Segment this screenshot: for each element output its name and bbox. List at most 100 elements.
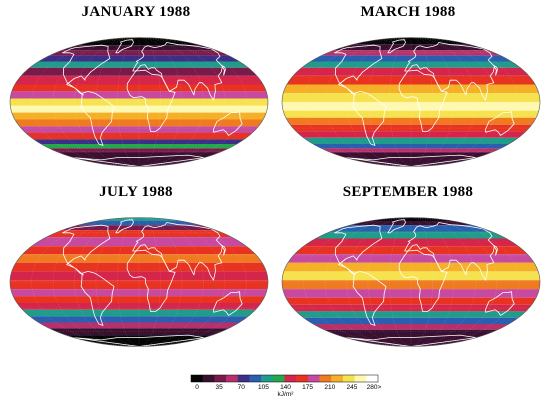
radiation-band <box>22 309 256 317</box>
map-border <box>281 217 541 347</box>
radiation-band <box>11 112 267 120</box>
radiation-band <box>315 231 507 239</box>
legend-tick-label: 245 <box>346 384 357 391</box>
radiation-band <box>285 117 537 125</box>
radiation-band <box>283 262 539 272</box>
color-scale-legend: 0 35 70 105 140 175 210 245 280> kJ/m² <box>190 374 381 398</box>
radiation-band <box>10 280 268 290</box>
mollweide-map-january <box>9 37 269 167</box>
legend-swatch <box>191 375 203 382</box>
radiation-band <box>301 61 521 68</box>
radiation-band <box>15 254 263 263</box>
radiation-band <box>65 335 213 347</box>
radiation-band <box>321 50 501 56</box>
legend-swatch <box>237 375 250 382</box>
map-title-january: JANUARY 1988 <box>81 4 191 20</box>
radiation-band <box>25 133 253 140</box>
legend-tick-label: 35 <box>215 384 223 391</box>
radiation-band <box>10 289 268 297</box>
mollweide-map-september <box>281 217 541 347</box>
radiation-band <box>294 246 528 255</box>
map-title-march: MARCH 1988 <box>360 4 456 20</box>
radiation-band <box>49 148 229 153</box>
legend-swatch <box>261 375 274 382</box>
radiation-band <box>11 262 267 272</box>
graticule <box>10 37 268 167</box>
radiation-band <box>38 55 240 62</box>
radiation-band <box>41 144 237 149</box>
radiation-band <box>287 254 535 263</box>
legend-swatch <box>214 375 227 382</box>
radiation-band <box>290 124 532 132</box>
radiation-band <box>14 119 264 127</box>
radiation-band <box>303 238 519 247</box>
radiation-band <box>313 144 509 149</box>
legend-tick-label: 175 <box>302 384 313 391</box>
legend-tick-label: 70 <box>238 384 246 391</box>
legend-swatch <box>366 375 379 382</box>
radiation-band <box>296 311 526 318</box>
radiation-band <box>324 329 498 347</box>
map-panel-march: MARCH 1988 <box>272 0 544 185</box>
map-panel-september: SEPTEMBER 1988 <box>272 180 544 365</box>
radiation-band <box>10 271 268 281</box>
radiation-band <box>303 137 519 144</box>
radiation-band <box>334 44 488 51</box>
radiation-band <box>290 304 532 312</box>
legend-swatch <box>249 375 262 382</box>
map-border <box>9 37 269 167</box>
radiation-band <box>17 303 261 310</box>
legend-tick-label: 210 <box>324 384 335 391</box>
radiation-band <box>282 280 540 290</box>
radiation-band <box>282 289 540 298</box>
radiation-band <box>349 221 473 226</box>
legend-unit-label: kJ/m² <box>278 391 295 398</box>
graticule <box>282 217 540 347</box>
radiation-band <box>62 45 216 51</box>
map-border <box>9 217 269 347</box>
map-title-september: SEPTEMBER 1988 <box>342 184 474 200</box>
radiation-band <box>10 91 268 99</box>
legend-swatch <box>226 375 239 382</box>
radiation-band <box>321 148 501 153</box>
legend-tick-label: 140 <box>280 384 291 391</box>
coastlines <box>62 219 243 347</box>
radiation-band <box>283 84 539 94</box>
graticule <box>10 217 268 347</box>
mollweide-map-july <box>9 217 269 347</box>
radiation-band <box>313 324 509 330</box>
radiation-band <box>33 139 245 144</box>
legend-tick-label: 280> <box>367 384 381 391</box>
radiation-band <box>310 55 512 62</box>
radiation-band <box>22 246 256 255</box>
legend-frame <box>190 374 379 383</box>
radiation-band <box>282 271 540 281</box>
graticule <box>282 37 540 167</box>
radiation-band <box>62 225 216 231</box>
map-border <box>281 37 541 167</box>
radiation-band <box>29 61 249 68</box>
legend-swatch <box>272 375 285 382</box>
radiation-band <box>21 67 257 76</box>
radiation-band <box>296 131 526 138</box>
legend-tick-label: 105 <box>258 384 269 391</box>
radiation-band <box>31 237 247 247</box>
legend-swatch <box>284 375 297 382</box>
radiation-band <box>330 225 492 232</box>
map-panel-july: JULY 1988 <box>0 180 272 365</box>
radiation-band <box>38 322 240 329</box>
radiation-band <box>19 126 259 133</box>
radiation-band <box>330 152 492 167</box>
radiation-band <box>10 98 268 106</box>
radiation-band <box>58 152 220 167</box>
radiation-band <box>10 105 268 113</box>
coastlines <box>334 219 515 347</box>
radiation-band <box>13 296 265 303</box>
legend-swatch <box>296 375 309 382</box>
radiation-band <box>282 102 540 111</box>
coastlines <box>334 39 515 167</box>
mollweide-map-march <box>281 37 541 167</box>
legend-swatch <box>319 375 332 382</box>
radiation-band <box>46 230 232 238</box>
radiation-band <box>49 328 229 336</box>
